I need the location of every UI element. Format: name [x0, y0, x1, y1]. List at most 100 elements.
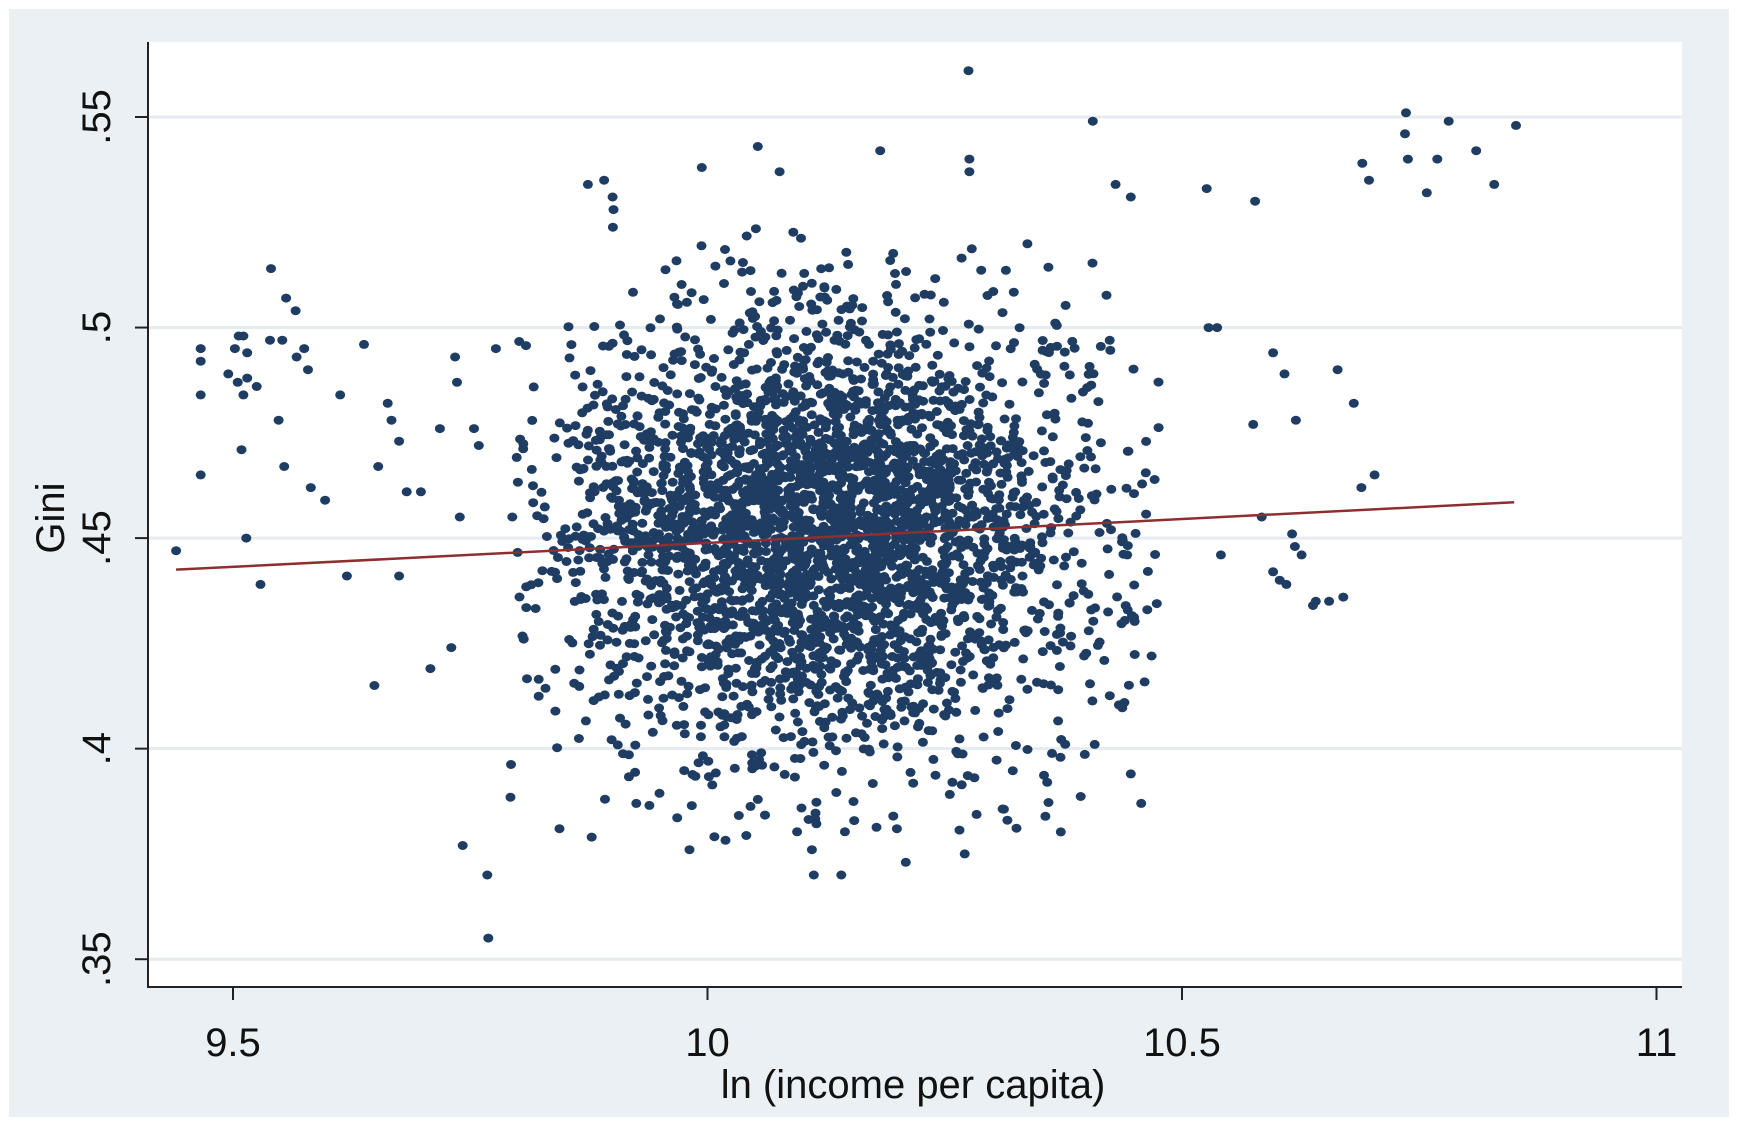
data-point [899, 314, 910, 324]
data-point [696, 653, 707, 662]
data-point [1005, 574, 1016, 584]
data-point [555, 530, 566, 540]
data-point [1400, 129, 1410, 139]
data-point [888, 481, 899, 491]
data-point [1040, 811, 1051, 821]
data-point [723, 426, 734, 436]
data-point [850, 405, 861, 415]
data-point [684, 613, 694, 623]
data-point [673, 347, 684, 357]
data-point [920, 566, 931, 576]
data-point [952, 749, 963, 759]
data-point [611, 637, 622, 647]
data-point [640, 636, 651, 646]
data-point [604, 430, 614, 440]
data-point [1102, 544, 1113, 554]
data-point [809, 707, 820, 717]
data-point [1042, 777, 1053, 787]
data-point [1004, 399, 1015, 409]
data-point [929, 571, 940, 581]
data-point [1055, 623, 1066, 633]
data-point [1087, 696, 1098, 706]
data-point [799, 736, 810, 746]
data-point [617, 596, 627, 606]
data-point [614, 508, 625, 518]
data-point [831, 788, 842, 797]
data-point [637, 566, 648, 576]
data-point [956, 399, 967, 409]
data-point [1356, 483, 1367, 493]
data-point [946, 468, 957, 478]
data-point [658, 578, 669, 588]
data-point [746, 586, 757, 595]
data-point [789, 772, 800, 782]
data-point [866, 594, 877, 603]
data-point [857, 303, 868, 313]
data-point [717, 692, 728, 702]
data-point [894, 551, 905, 561]
data-point [927, 360, 938, 370]
data-point [621, 455, 632, 465]
data-point [341, 571, 352, 581]
data-point [532, 511, 543, 521]
data-point [713, 551, 724, 561]
data-point [1123, 680, 1134, 690]
data-point [962, 441, 973, 450]
data-point [811, 819, 822, 829]
data-point [857, 711, 868, 721]
data-point [536, 487, 547, 497]
data-point [907, 441, 918, 451]
data-point [570, 421, 581, 431]
data-point [858, 601, 869, 611]
data-point [1203, 323, 1214, 333]
data-point [707, 780, 718, 790]
data-point [1079, 651, 1090, 661]
data-point [659, 451, 670, 461]
data-point [646, 581, 657, 590]
data-point [861, 335, 871, 345]
data-point [938, 297, 949, 307]
data-point [740, 612, 751, 622]
data-point [853, 422, 864, 432]
data-point [819, 723, 830, 733]
data-point [917, 552, 928, 562]
data-point [671, 612, 682, 622]
data-point [242, 373, 253, 383]
data-point [916, 628, 927, 637]
data-point [577, 408, 588, 418]
data-point [671, 526, 682, 536]
data-point [797, 630, 808, 640]
data-point [792, 827, 803, 837]
data-point [772, 440, 783, 450]
data-point [868, 369, 879, 379]
data-point [984, 356, 995, 366]
data-point [963, 487, 974, 497]
data-point [899, 716, 910, 726]
data-point [584, 553, 595, 563]
data-point [526, 464, 537, 474]
data-point [747, 750, 757, 760]
data-point [506, 760, 516, 769]
data-point [797, 727, 808, 737]
data-point [654, 788, 665, 798]
data-point [868, 534, 879, 544]
data-point [730, 409, 741, 419]
data-point [661, 591, 672, 601]
data-point [931, 407, 942, 416]
data-point [1064, 598, 1075, 608]
data-point [830, 509, 840, 519]
data-point [993, 708, 1004, 718]
data-point [1068, 547, 1079, 557]
data-point [1332, 365, 1343, 375]
data-point [970, 458, 981, 468]
data-point [454, 512, 465, 522]
data-point [954, 734, 965, 744]
data-point [666, 503, 677, 513]
data-point [759, 448, 770, 458]
data-point [1121, 483, 1132, 493]
data-point [1136, 798, 1147, 808]
data-point [752, 794, 763, 804]
data-point [1022, 745, 1033, 754]
data-point [805, 680, 816, 690]
data-point [624, 638, 635, 648]
